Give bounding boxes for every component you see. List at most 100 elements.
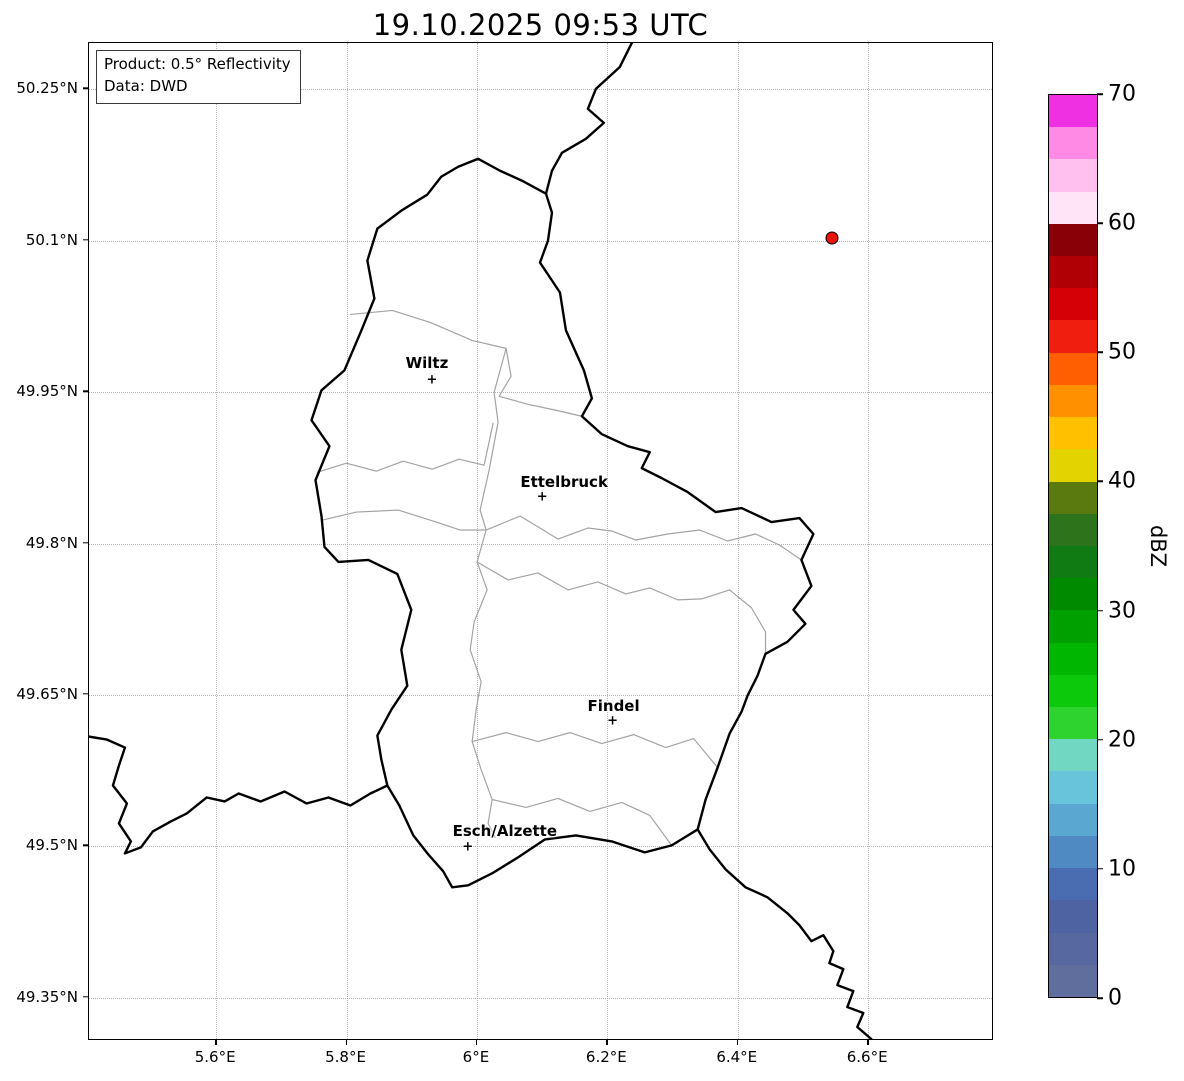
x-tick-mark bbox=[736, 1040, 739, 1045]
colorbar-tick-label: 10 bbox=[1108, 856, 1136, 882]
x-tick-mark bbox=[345, 1040, 347, 1045]
colorbar-segment bbox=[1049, 159, 1097, 192]
y-tick-label: 49.95°N bbox=[16, 382, 78, 401]
gridline-vertical bbox=[607, 43, 609, 1039]
colorbar-tick-mark bbox=[1097, 868, 1103, 870]
y-tick-label: 49.65°N bbox=[16, 684, 78, 703]
y-tick-mark bbox=[83, 995, 88, 998]
city-label: Ettelbruck bbox=[520, 473, 608, 492]
colorbar-segment bbox=[1049, 288, 1097, 321]
colorbar-segment bbox=[1049, 964, 1097, 997]
city-marker: + bbox=[536, 489, 548, 505]
colorbar-segment bbox=[1049, 513, 1097, 546]
info-box: Product: 0.5° Reflectivity Data: DWD bbox=[96, 50, 301, 104]
info-source: Data: DWD bbox=[104, 76, 188, 95]
colorbar-tick-mark bbox=[1097, 738, 1103, 741]
y-tick-label: 49.5°N bbox=[25, 836, 78, 855]
y-tick-mark bbox=[83, 87, 88, 90]
x-tick-label: 6.6°E bbox=[846, 1048, 888, 1066]
canton-border-line bbox=[316, 422, 494, 473]
gridline-vertical bbox=[868, 43, 870, 1039]
gridline-horizontal bbox=[89, 240, 992, 242]
colorbar-segment bbox=[1049, 868, 1097, 901]
y-tick-mark bbox=[83, 844, 88, 846]
colorbar bbox=[1048, 94, 1098, 998]
gridline-horizontal bbox=[89, 89, 992, 91]
gridline-horizontal bbox=[89, 543, 992, 545]
canton-border-line bbox=[471, 732, 719, 769]
city-label: Findel bbox=[587, 697, 640, 716]
colorbar-segment bbox=[1049, 417, 1097, 450]
colorbar-segment bbox=[1049, 835, 1097, 869]
gridline-vertical bbox=[216, 43, 218, 1039]
colorbar-segment bbox=[1049, 707, 1097, 740]
x-tick-mark bbox=[867, 1040, 869, 1045]
france-germany-border bbox=[696, 828, 873, 1039]
y-tick-label: 50.1°N bbox=[25, 230, 78, 249]
y-tick-mark bbox=[83, 693, 88, 695]
colorbar-tick-mark bbox=[1097, 351, 1103, 354]
city-marker: + bbox=[426, 372, 438, 388]
gridline-vertical bbox=[346, 43, 348, 1039]
colorbar-segment bbox=[1049, 771, 1097, 804]
canton-border-line bbox=[491, 797, 673, 846]
canton-border-line bbox=[321, 509, 487, 531]
colorbar-tick-mark bbox=[1097, 609, 1103, 612]
city-marker: + bbox=[462, 839, 474, 855]
colorbar-tick-label: 50 bbox=[1108, 339, 1136, 365]
map-borders-layer bbox=[89, 43, 873, 1039]
luxembourg-border bbox=[310, 157, 815, 889]
radar-echo-dot bbox=[825, 231, 839, 245]
y-tick-label: 50.25°N bbox=[16, 79, 78, 98]
y-tick-mark bbox=[83, 239, 88, 241]
belgium-france-border bbox=[89, 735, 389, 855]
gridline-horizontal bbox=[89, 694, 992, 696]
gridline-horizontal bbox=[89, 392, 992, 394]
colorbar-tick-mark bbox=[1097, 480, 1103, 483]
belgium-germany-border bbox=[544, 43, 633, 195]
colorbar-tick-label: 20 bbox=[1108, 727, 1136, 753]
info-product: Product: 0.5° Reflectivity bbox=[104, 55, 291, 73]
x-tick-label: 5.8°E bbox=[325, 1048, 366, 1066]
colorbar-segment bbox=[1049, 642, 1097, 675]
colorbar-segment bbox=[1049, 932, 1097, 965]
city-label: Esch/Alzette bbox=[452, 822, 558, 841]
canton-border-line bbox=[469, 347, 507, 839]
colorbar-segment bbox=[1049, 384, 1097, 418]
x-tick-mark bbox=[606, 1040, 608, 1045]
x-tick-mark bbox=[215, 1040, 217, 1045]
x-tick-label: 6.2°E bbox=[585, 1048, 627, 1066]
colorbar-segment bbox=[1049, 674, 1097, 708]
city-label: Wiltz bbox=[405, 354, 449, 373]
country-borders bbox=[89, 43, 873, 1039]
colorbar-segment bbox=[1049, 191, 1097, 224]
y-tick-mark bbox=[83, 390, 88, 392]
x-tick-label: 6°E bbox=[462, 1048, 490, 1066]
map-plot-area: Product: 0.5° Reflectivity Data: DWD + Wi… bbox=[88, 42, 993, 1040]
gridline-horizontal bbox=[89, 997, 992, 999]
colorbar-segment bbox=[1049, 481, 1097, 514]
gridline-horizontal bbox=[89, 846, 992, 848]
gridline-vertical bbox=[737, 43, 739, 1039]
colorbar-segment bbox=[1049, 739, 1097, 772]
city-marker: + bbox=[607, 713, 619, 729]
colorbar-tick-mark bbox=[1097, 93, 1103, 95]
y-tick-label: 49.8°N bbox=[25, 533, 78, 552]
colorbar-unit-label: dBZ bbox=[1146, 524, 1170, 568]
colorbar-segment bbox=[1049, 545, 1097, 579]
figure-title: 19.10.2025 09:53 UTC bbox=[372, 8, 709, 42]
x-tick-label: 6.4°E bbox=[716, 1048, 758, 1066]
colorbar-tick-mark bbox=[1097, 222, 1103, 224]
gridline-vertical bbox=[476, 43, 478, 1039]
colorbar-segment bbox=[1049, 352, 1097, 385]
canton-borders bbox=[316, 309, 803, 846]
colorbar-segment bbox=[1049, 223, 1097, 256]
colorbar-segment bbox=[1049, 803, 1097, 836]
colorbar-segment bbox=[1049, 94, 1097, 128]
colorbar-tick-label: 60 bbox=[1108, 210, 1136, 236]
y-tick-label: 49.35°N bbox=[16, 987, 78, 1006]
colorbar-tick-label: 70 bbox=[1108, 81, 1136, 107]
x-tick-label: 5.6°E bbox=[194, 1048, 236, 1066]
canton-border-line bbox=[476, 561, 767, 655]
